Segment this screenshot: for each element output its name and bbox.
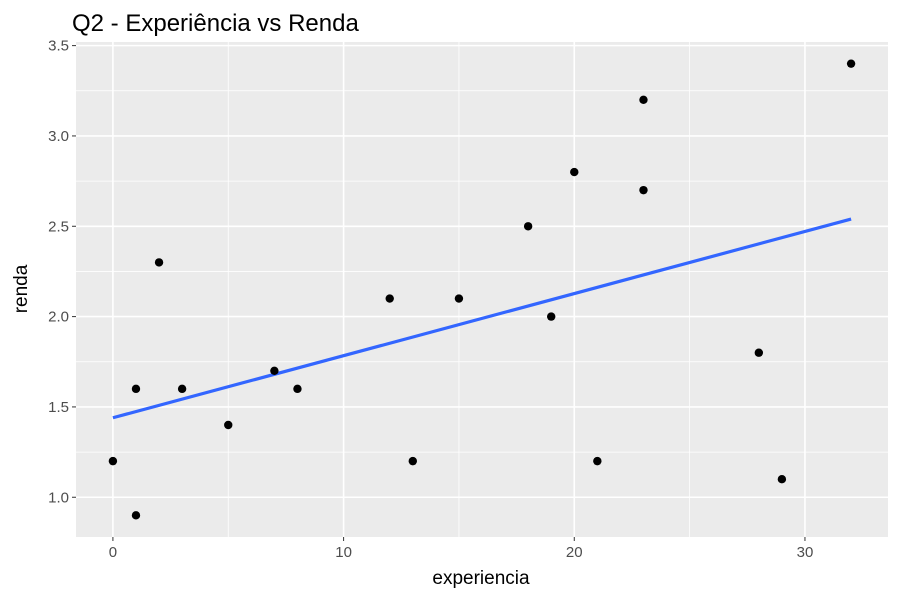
data-point: [754, 348, 764, 357]
plot-panel: [76, 42, 888, 537]
data-point: [154, 258, 164, 267]
data-point: [385, 294, 394, 303]
axis-tick-labels: 0 10 20 30 1.0 1.5 2.0 2.5 3.0 3.5: [48, 38, 813, 561]
data-point: [177, 384, 187, 394]
data-point: [639, 185, 648, 195]
y-tick-label: 1.5: [48, 399, 69, 416]
data-point: [108, 456, 118, 466]
data-point: [777, 474, 787, 484]
data-point: [131, 511, 141, 520]
trend-line: [112, 217, 852, 420]
data-point: [547, 312, 556, 321]
y-tick-label: 1.0: [48, 489, 69, 506]
data-point: [639, 95, 648, 105]
major-gridlines: [76, 42, 888, 537]
chart-marks: [108, 59, 856, 520]
chart-title: Q2 - Experiência vs Renda: [72, 10, 359, 37]
data-point: [454, 294, 464, 303]
y-axis-title: renda: [11, 264, 32, 313]
data-point: [523, 222, 533, 231]
data-point: [570, 167, 579, 177]
data-point: [270, 366, 279, 375]
y-tick-label: 3.0: [48, 128, 69, 145]
data-point: [593, 456, 602, 466]
x-tick-label: 20: [566, 544, 583, 561]
data-point: [131, 384, 141, 394]
data-point: [408, 456, 417, 466]
x-tick-label: 10: [335, 544, 352, 561]
x-tick-label: 30: [797, 544, 814, 561]
minor-gridlines: [76, 42, 888, 537]
data-point: [224, 420, 233, 430]
axis-ticks: [72, 45, 806, 541]
x-tick-label: 0: [109, 544, 117, 561]
data-point: [846, 59, 856, 68]
y-tick-label: 3.5: [48, 38, 69, 55]
data-point: [293, 384, 302, 394]
x-axis-title: experiencia: [432, 568, 530, 589]
y-tick-label: 2.5: [48, 218, 69, 235]
y-tick-label: 2.0: [48, 309, 69, 326]
